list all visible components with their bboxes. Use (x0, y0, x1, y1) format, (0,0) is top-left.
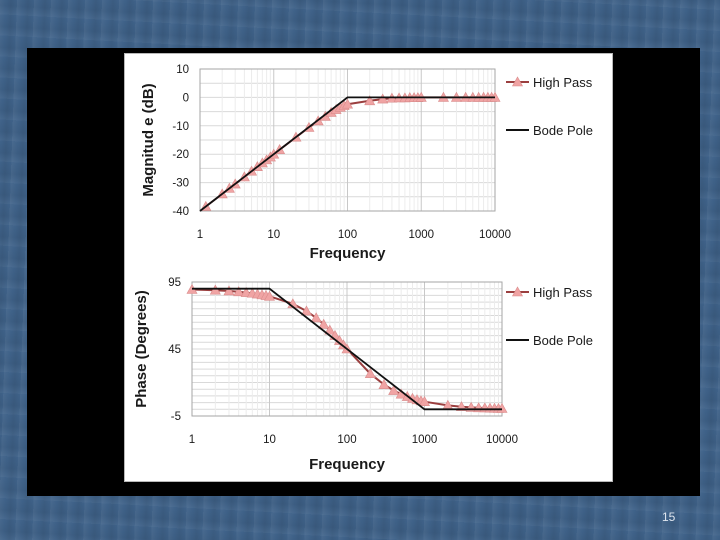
high-pass-marker (324, 324, 336, 335)
high-pass-marker (378, 379, 390, 389)
x-tick-label: 100 (337, 434, 356, 446)
bode-pole-line (192, 287, 502, 411)
chart-card: 10 0 -10 -20 -30 -40 1 10 100 1000 10000 Frequency M… (124, 53, 613, 482)
high-pass-marker (364, 368, 376, 378)
high-pass-marker (364, 95, 376, 106)
high-pass-marker (310, 312, 322, 323)
slide-panel: 10 0 -10 -20 -30 -40 1 10 100 1000 10000 Frequency M… (27, 48, 700, 496)
plot-area-border (191, 281, 503, 417)
y-tick-label: 0 (183, 92, 189, 104)
legend-high-pass-marker (511, 286, 524, 297)
x-tick-label: 10 (263, 434, 276, 446)
y-axis-title: Phase (Degrees) (133, 290, 150, 408)
y-tick-label: -5 (171, 411, 181, 423)
high-pass-marker (223, 285, 235, 296)
y-tick-label: 45 (168, 344, 181, 356)
high-pass-marker (209, 284, 221, 295)
y-tick-label: -30 (172, 178, 189, 190)
x-tick-label: 100 (338, 229, 357, 241)
x-tick-label: 1 (189, 434, 195, 446)
high-pass-marker (318, 318, 330, 329)
x-tick-label: 10 (267, 229, 280, 241)
high-pass-marker (377, 93, 389, 104)
x-tick-label: 10000 (479, 229, 511, 241)
y-tick-label: -10 (172, 121, 189, 133)
chart-magnitude: 100-10-20-30-401 10 100 1000 10000FrequencyM… (140, 64, 593, 262)
legend-high-pass-label: High Pass (533, 285, 593, 300)
chart-phase: 95 45 -5 1 10 100 1000 10000 Frequency Phase (Deg… (133, 277, 593, 473)
x-tick-label: 1 (197, 229, 203, 241)
x-axis-title: Frequency (309, 456, 386, 473)
x-tick-label: 10000 (486, 434, 518, 446)
x-axis-title: Frequency (310, 245, 387, 262)
x-tick-label: 1000 (408, 229, 434, 241)
y-tick-label: -20 (172, 149, 189, 161)
high-pass-marker (233, 286, 245, 297)
legend-bode-pole-label: Bode Pole (533, 123, 593, 138)
high-pass-marker (341, 98, 354, 109)
y-tick-label: -40 (172, 206, 189, 218)
legend-high-pass-label: High Pass (533, 75, 593, 90)
high-pass-marker (496, 402, 508, 413)
bode-pole-line (199, 96, 495, 212)
high-pass-marker (418, 396, 431, 406)
high-pass-marker (300, 305, 312, 316)
y-tick-label: 10 (176, 64, 189, 76)
y-axis-title: Magnitud e (dB) (140, 83, 157, 196)
high-pass-marker (388, 384, 400, 395)
high-pass-line (205, 96, 495, 208)
page-number: 15 (662, 510, 676, 524)
high-pass-marker (263, 290, 276, 301)
y-tick-label: 95 (168, 277, 181, 289)
legend-bode-pole-label: Bode Pole (533, 333, 593, 348)
x-tick-label: 1000 (412, 434, 438, 446)
legend-high-pass-marker (511, 76, 524, 87)
plot-area-border (199, 68, 496, 212)
bode-plot-figure: 100-10-20-30-401 10 100 1000 10000FrequencyM… (133, 64, 593, 473)
